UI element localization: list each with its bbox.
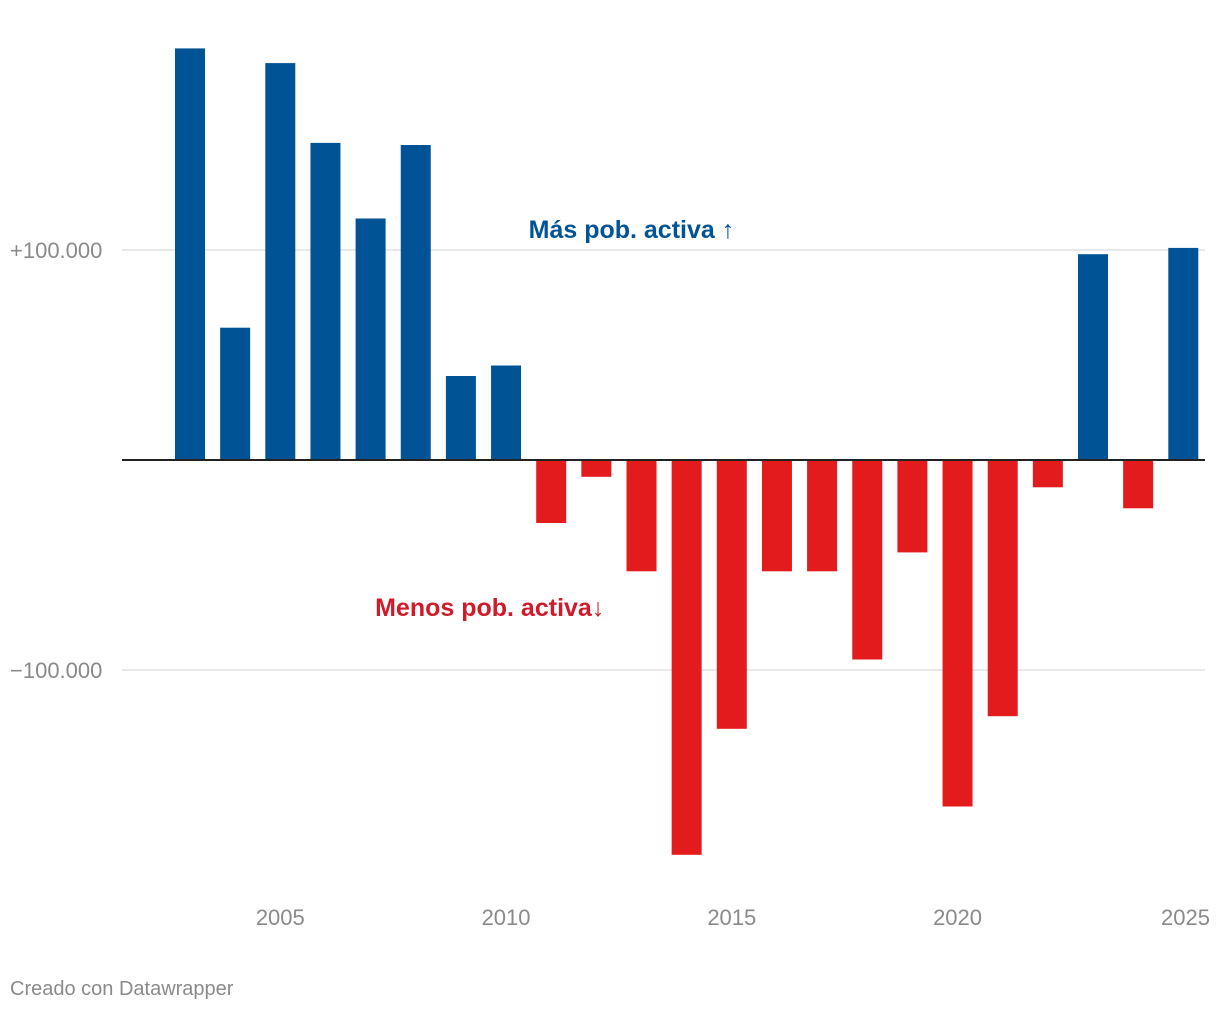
x-tick-label-2025: 2025 — [1161, 905, 1210, 930]
bar-2014 — [671, 460, 702, 855]
bar-2007 — [355, 218, 386, 460]
x-tick-label-2015: 2015 — [707, 905, 756, 930]
bar-2005 — [265, 63, 296, 460]
bar-2013 — [626, 460, 657, 572]
bar-2008 — [400, 145, 431, 460]
bar-2011 — [536, 460, 567, 523]
bar-2003 — [175, 48, 205, 461]
x-tick-label-2010: 2010 — [482, 905, 531, 930]
bars — [175, 48, 1199, 855]
x-tick-label-2005: 2005 — [256, 905, 305, 930]
bar-2020 — [942, 460, 973, 807]
y-tick-label-0: +100.000 — [10, 238, 102, 263]
bar-2017 — [807, 460, 838, 572]
tick-labels: +100.000 −100.000 2005 2010 2015 2020 2025 — [10, 238, 1210, 930]
bar-2016 — [761, 460, 792, 572]
annotations: Más pob. activa ↑ Menos pob. activa↓ — [375, 216, 734, 622]
bar-2025 — [1168, 247, 1199, 460]
y-tick-label-1: −100.000 — [10, 658, 102, 683]
grid-lines — [122, 249, 1205, 671]
bar-2015 — [716, 460, 747, 729]
bar-2006 — [310, 142, 341, 460]
bar-2018 — [852, 460, 883, 660]
annotation-less-active: Menos pob. activa↓ — [375, 594, 604, 622]
bar-2009 — [445, 376, 476, 460]
bar-2004 — [220, 327, 251, 460]
bar-2010 — [491, 365, 522, 460]
bar-2022 — [1032, 460, 1063, 488]
bar-2012 — [581, 460, 612, 477]
bar-2023 — [1078, 254, 1108, 460]
x-tick-label-2020: 2020 — [933, 905, 982, 930]
bar-2024 — [1123, 460, 1154, 509]
annotation-more-active: Más pob. activa ↑ — [529, 216, 735, 244]
bar-2019 — [897, 460, 928, 553]
credit-text: Creado con Datawrapper — [10, 978, 234, 1000]
bar-2021 — [987, 460, 1018, 717]
